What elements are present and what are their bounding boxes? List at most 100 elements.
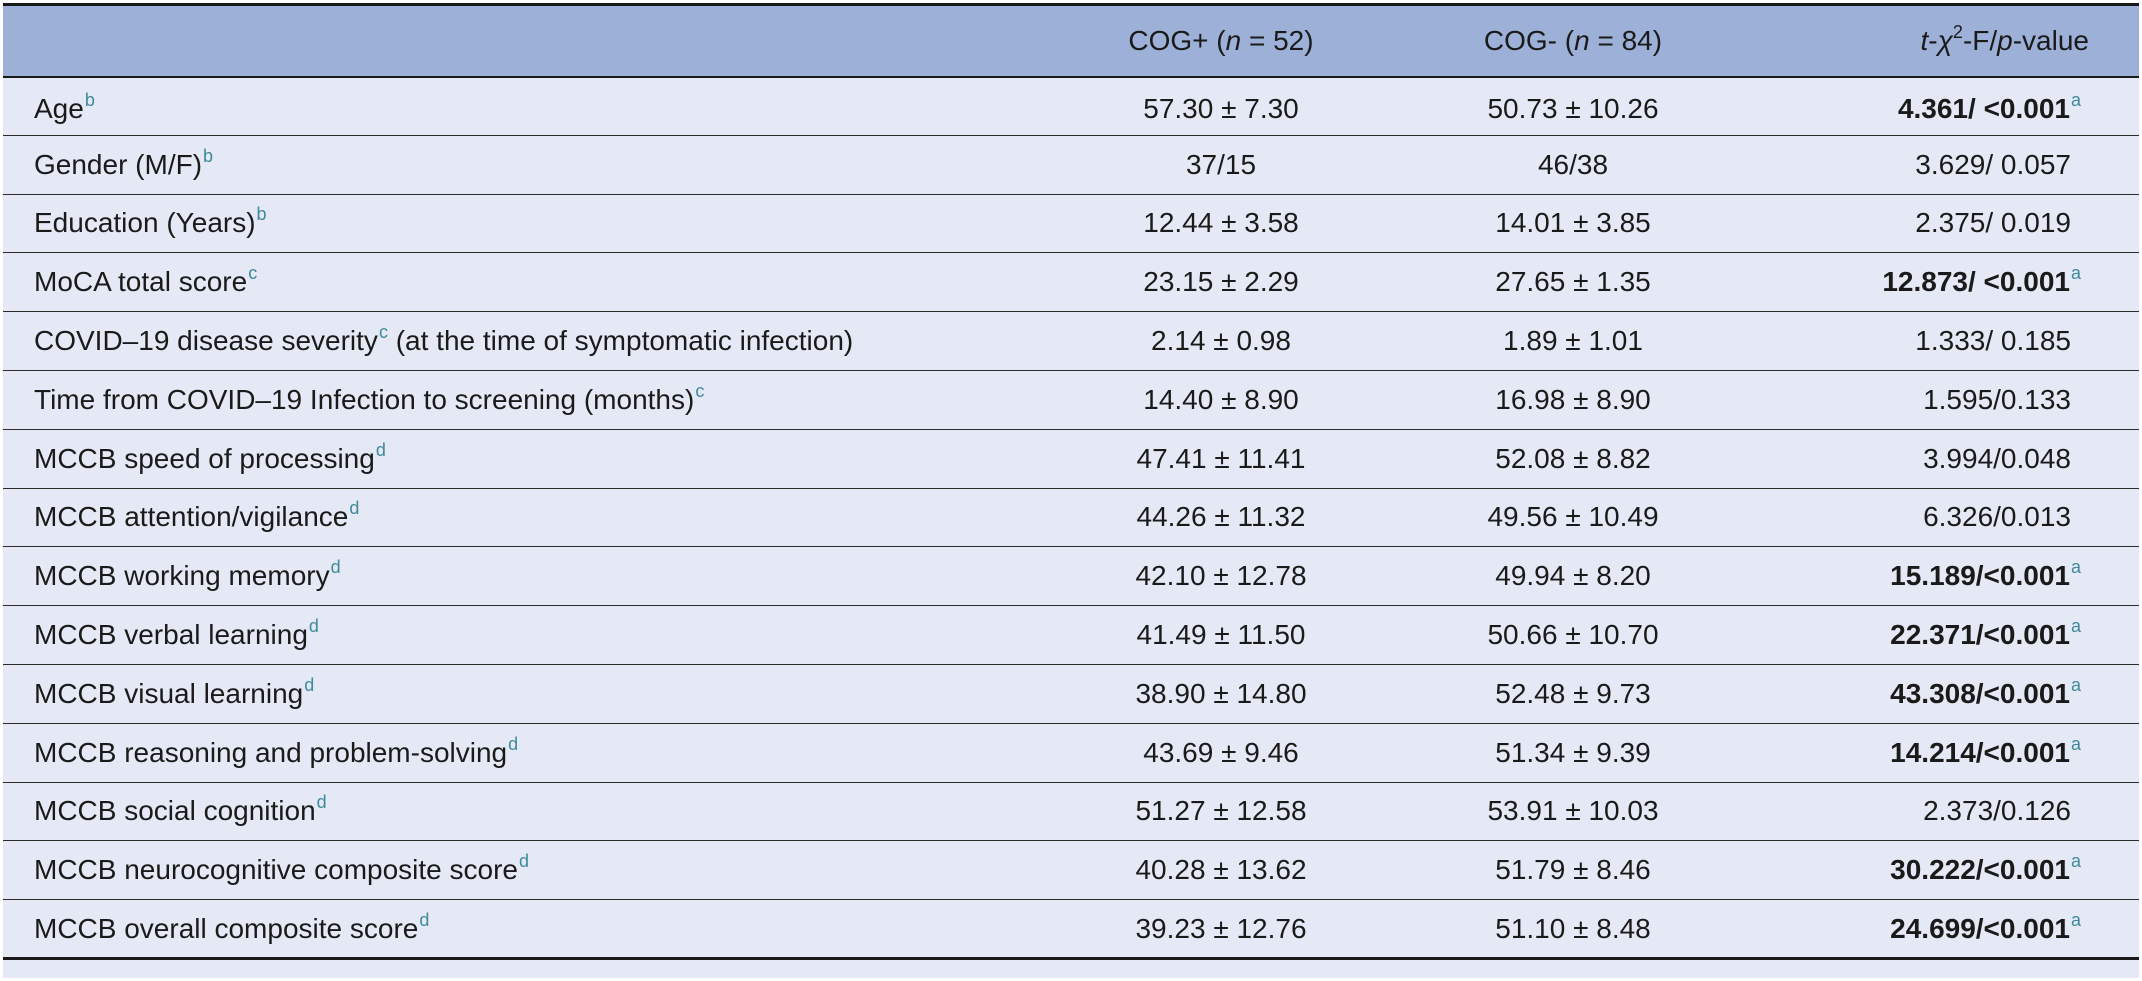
footnote-marker: d <box>375 439 386 460</box>
statistic-value: 22.371/<0.001a <box>1775 605 2139 665</box>
header-statistic: t-χ2-F/p-value <box>1775 3 2139 78</box>
table-row: Ageb 57.30 ± 7.30 50.73 ± 10.26 4.361/ <0.0… <box>3 76 2139 136</box>
cog-negative-value: 14.01 ± 3.85 <box>1371 194 1775 254</box>
footnote-marker: d <box>349 498 360 519</box>
footnote-marker: d <box>508 733 519 754</box>
statistic-value: 12.873/ <0.001a <box>1775 252 2139 313</box>
cog-negative-value: 50.66 ± 10.70 <box>1371 605 1775 665</box>
table-row: MCCB verbal learningd 41.49 ± 11.50 50.66 … <box>3 605 2139 665</box>
statistic-value: 3.994/0.048 <box>1775 429 2139 489</box>
cog-positive-value: 39.23 ± 12.76 <box>1071 899 1371 960</box>
header-variable <box>3 3 1071 78</box>
cog-negative-value: 46/38 <box>1371 135 1775 195</box>
footnote-marker: d <box>419 909 430 930</box>
statistic-value: 6.326/0.013 <box>1775 488 2139 548</box>
significance-marker: a <box>2070 616 2081 637</box>
statistic-value: 30.222/<0.001a <box>1775 840 2139 901</box>
cog-negative-value: 51.79 ± 8.46 <box>1371 840 1775 901</box>
row-label: MCCB neurocognitive composite scored <box>3 840 1071 901</box>
row-label: Time from COVID–19 Infection to screenin… <box>3 370 1071 430</box>
cog-positive-value: 38.90 ± 14.80 <box>1071 664 1371 724</box>
row-label: MCCB attention/vigilanced <box>3 488 1071 548</box>
table-row: Gender (M/F)b 37/15 46/38 3.629/ 0.057 <box>3 135 2139 195</box>
footnote-marker: d <box>304 674 315 695</box>
footnote-marker: d <box>308 616 319 637</box>
footnote-marker: c <box>695 380 705 401</box>
statistic-value: 43.308/<0.001a <box>1775 664 2139 724</box>
table-row: MCCB speed of processingd 47.41 ± 11.41 52… <box>3 429 2139 489</box>
significance-marker: a <box>2070 90 2081 111</box>
cog-negative-value: 52.08 ± 8.82 <box>1371 429 1775 489</box>
footnote-marker: c <box>378 322 388 343</box>
table-row: MCCB visual learningd 38.90 ± 14.80 52.48 … <box>3 664 2139 724</box>
cog-positive-value: 23.15 ± 2.29 <box>1071 252 1371 313</box>
table-row: MCCB neurocognitive composite scored 40.2… <box>3 840 2139 901</box>
data-table: COG+ (n = 52) COG- (n = 84) t-χ2-F/p-val… <box>3 3 2139 960</box>
row-label: MCCB social cognitiond <box>3 782 1071 842</box>
statistic-value: 2.373/0.126 <box>1775 782 2139 842</box>
statistic-value: 24.699/<0.001a <box>1775 899 2139 960</box>
footnote-marker: b <box>256 204 267 225</box>
header-cog-positive: COG+ (n = 52) <box>1071 3 1371 78</box>
row-label: MCCB visual learningd <box>3 664 1071 724</box>
cog-positive-value: 14.40 ± 8.90 <box>1071 370 1371 430</box>
significance-marker: a <box>2070 733 2081 754</box>
row-label: Education (Years)b <box>3 194 1071 254</box>
cog-negative-value: 49.94 ± 8.20 <box>1371 546 1775 607</box>
footnote-marker: d <box>330 557 341 578</box>
cog-negative-value: 1.89 ± 1.01 <box>1371 311 1775 371</box>
footnote-marker: b <box>203 145 214 166</box>
table-row: Time from COVID–19 Infection to screenin… <box>3 370 2139 430</box>
statistic-value: 4.361/ <0.001a <box>1775 76 2139 136</box>
row-label: MCCB overall composite scored <box>3 899 1071 960</box>
significance-marker: a <box>2070 909 2081 930</box>
cog-positive-value: 42.10 ± 12.78 <box>1071 546 1371 607</box>
cog-negative-value: 53.91 ± 10.03 <box>1371 782 1775 842</box>
table-row: COVID–19 disease severityc (at the time … <box>3 311 2139 371</box>
row-label: MCCB reasoning and problem-solvingd <box>3 723 1071 783</box>
row-label: COVID–19 disease severityc (at the time … <box>3 311 1071 371</box>
row-label: MCCB speed of processingd <box>3 429 1071 489</box>
table-row: MCCB overall composite scored 39.23 ± 12.… <box>3 899 2139 960</box>
significance-marker: a <box>2070 851 2081 872</box>
statistic-value: 1.595/0.133 <box>1775 370 2139 430</box>
table-row: MCCB reasoning and problem-solvingd 43.69… <box>3 723 2139 783</box>
significance-marker: a <box>2070 674 2081 695</box>
cog-positive-value: 43.69 ± 9.46 <box>1071 723 1371 783</box>
row-label: Ageb <box>3 76 1071 136</box>
cog-positive-value: 37/15 <box>1071 135 1371 195</box>
cog-negative-value: 49.56 ± 10.49 <box>1371 488 1775 548</box>
statistic-value: 15.189/<0.001a <box>1775 546 2139 607</box>
cog-positive-value: 57.30 ± 7.30 <box>1071 76 1371 136</box>
cog-negative-value: 52.48 ± 9.73 <box>1371 664 1775 724</box>
cog-negative-value: 16.98 ± 8.90 <box>1371 370 1775 430</box>
data-table-container: COG+ (n = 52) COG- (n = 84) t-χ2-F/p-val… <box>3 3 2139 978</box>
header-cog-negative: COG- (n = 84) <box>1371 3 1775 78</box>
cog-negative-value: 27.65 ± 1.35 <box>1371 252 1775 313</box>
footnote-marker: c <box>248 263 258 284</box>
cog-positive-value: 47.41 ± 11.41 <box>1071 429 1371 489</box>
cog-positive-value: 2.14 ± 0.98 <box>1071 311 1371 371</box>
cog-positive-value: 12.44 ± 3.58 <box>1071 194 1371 254</box>
row-label: MCCB working memoryd <box>3 546 1071 607</box>
cog-negative-value: 51.34 ± 9.39 <box>1371 723 1775 783</box>
table-row: MCCB social cognitiond 51.27 ± 12.58 53.91… <box>3 782 2139 842</box>
cog-positive-value: 44.26 ± 11.32 <box>1071 488 1371 548</box>
table-row: MCCB working memoryd 42.10 ± 12.78 49.94 ±… <box>3 546 2139 607</box>
cog-negative-value: 51.10 ± 8.48 <box>1371 899 1775 960</box>
significance-marker: a <box>2070 263 2081 284</box>
table-body: Ageb 57.30 ± 7.30 50.73 ± 10.26 4.361/ <0.0… <box>3 76 2139 960</box>
footnote-marker: d <box>316 792 327 813</box>
statistic-value: 14.214/<0.001a <box>1775 723 2139 783</box>
cog-negative-value: 50.73 ± 10.26 <box>1371 76 1775 136</box>
row-label: Gender (M/F)b <box>3 135 1071 195</box>
cog-positive-value: 40.28 ± 13.62 <box>1071 840 1371 901</box>
row-label: MCCB verbal learningd <box>3 605 1071 665</box>
cog-positive-value: 51.27 ± 12.58 <box>1071 782 1371 842</box>
footnote-marker: d <box>518 851 529 872</box>
statistic-value: 3.629/ 0.057 <box>1775 135 2139 195</box>
row-label: MoCA total scorec <box>3 252 1071 313</box>
cog-positive-value: 41.49 ± 11.50 <box>1071 605 1371 665</box>
table-row: Education (Years)b 12.44 ± 3.58 14.01 ± 3.… <box>3 194 2139 254</box>
footnote-marker: b <box>84 90 95 111</box>
